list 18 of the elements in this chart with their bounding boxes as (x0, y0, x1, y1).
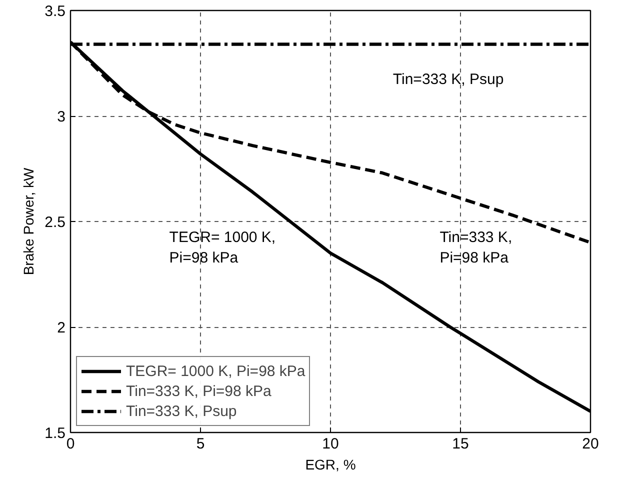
y-tick-label: 3.5 (44, 3, 66, 20)
x-tick-label: 10 (322, 436, 339, 452)
y-tick-label: 1.5 (44, 425, 66, 442)
y-tick-label: 2.5 (44, 214, 66, 231)
annotation: Tin=333 K, Psup (392, 71, 504, 88)
legend-label: Tin=333 K, Psup (126, 402, 237, 420)
annotation: TEGR= 1000 K, Pi=98 kPa (169, 229, 276, 266)
x-tick-label: 0 (66, 436, 75, 452)
y-tick-label: 2 (57, 320, 66, 336)
x-tick-label: 20 (582, 436, 599, 452)
legend-label: Tin=333 K, Pi=98 kPa (126, 382, 272, 400)
y-tick-label: 3 (57, 108, 66, 126)
legend-label: TEGR= 1000 K, Pi=98 kPa (126, 362, 306, 380)
x-axis-title: EGR, % (305, 456, 356, 472)
annotation: Tin=333 K, Pi=98 kPa (440, 229, 512, 266)
x-tick-label: 5 (196, 436, 205, 452)
x-tick-label: 15 (452, 436, 469, 452)
y-axis-title: Brake Power, kW (20, 167, 37, 276)
